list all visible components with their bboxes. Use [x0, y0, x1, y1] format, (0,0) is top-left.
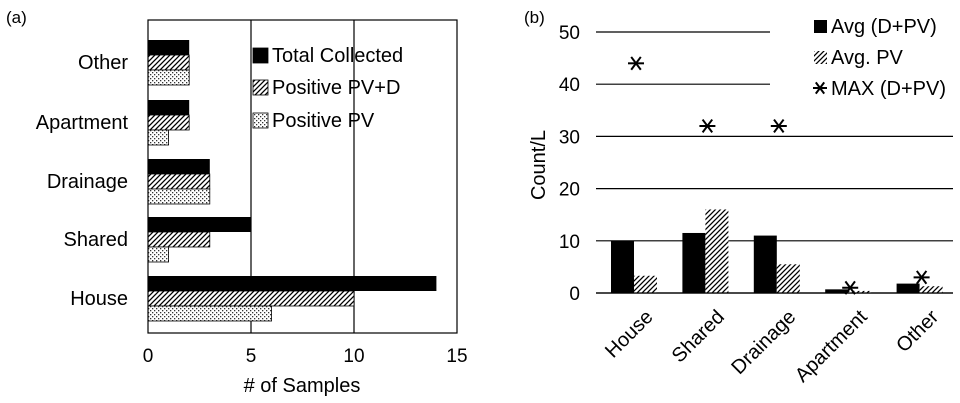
x-tick-label-apartment: Apartment — [791, 306, 872, 387]
legend-b-swatch-avg-pv — [814, 51, 827, 64]
legend-a-label-positive-pv: Positive PV — [272, 110, 375, 132]
panel-a-label: (a) — [6, 8, 27, 27]
bar-b-shared-avg-pv — [705, 209, 729, 293]
panel-a: (a) House Shared Drainage Apartment Other 0 5 10… — [6, 8, 468, 397]
x-tick-label-10: 10 — [343, 346, 364, 367]
marker-stroke — [915, 270, 928, 285]
bar-a-apartment-total-collected — [148, 100, 190, 115]
legend-b-label-avg-pv: Avg. PV — [831, 47, 904, 69]
bar-a-shared-positive-pv-d — [147, 231, 211, 248]
bar-b-drainage-avg-d-pv — [753, 235, 777, 293]
bar-b-house-avg-pv — [634, 275, 657, 293]
marker-shared-max-d-pv — [699, 118, 716, 133]
bar-a-other-total-collected — [148, 40, 190, 55]
bar-a-drainage-positive-pv — [147, 188, 211, 205]
bar-a-apartment-positive-pv — [147, 129, 170, 146]
x-tick-label-0: 0 — [143, 346, 154, 367]
y-tick-label-40: 40 — [559, 75, 580, 96]
legend-a: Total Collected Positive PV+D Positive PV — [252, 45, 403, 132]
y-tick-label-house: House — [70, 288, 128, 310]
bar-b-apartment-avg-pv — [848, 290, 872, 293]
bar-a-other-positive-pv — [147, 69, 190, 86]
x-tick-label-other: Other — [892, 306, 943, 357]
bar-b-other-avg-pv — [919, 286, 943, 293]
panel-b-label: (b) — [524, 8, 545, 27]
legend-b-label-avg-d-pv: Avg (D+PV) — [831, 16, 937, 38]
y-tick-label-30: 30 — [559, 127, 580, 148]
bar-a-drainage-positive-pv-d — [147, 173, 211, 190]
legend-b-swatch-avg-d-pv — [814, 20, 827, 33]
bar-b-apartment-avg-d-pv — [825, 289, 849, 293]
legend-a-label-positive-pv-d: Positive PV+D — [272, 77, 400, 99]
plot-frame-a — [147, 19, 458, 334]
legend-b-swatch-max-d-pv — [813, 81, 827, 95]
x-tick-label-15: 15 — [446, 346, 467, 367]
bar-b-other-avg-d-pv — [896, 283, 920, 293]
legend-a-swatch-total-collected — [252, 47, 269, 64]
bar-b-drainage-avg-pv — [776, 264, 800, 293]
bar-a-house-positive-pv-d — [147, 290, 355, 307]
marker-stroke — [844, 280, 856, 295]
legend-marker-stroke — [814, 81, 826, 95]
y-tick-label-10: 10 — [559, 232, 580, 253]
marker-apartment-max-d-pv — [842, 280, 859, 295]
marker-house-max-d-pv — [628, 56, 644, 71]
y-tick-label-shared: Shared — [64, 229, 129, 251]
x-tick-label-shared: Shared — [668, 306, 729, 367]
bar-a-shared-total-collected — [148, 217, 251, 232]
y-axis-title: Count/L — [528, 130, 550, 200]
marker-stroke — [701, 118, 714, 133]
y-tick-label-0: 0 — [569, 284, 580, 305]
bar-b-shared-avg-d-pv — [682, 232, 706, 293]
bar-a-drainage-total-collected — [148, 159, 210, 174]
marker-drainage-max-d-pv — [770, 118, 787, 133]
legend-a-swatch-positive-pv — [252, 112, 269, 129]
legend-b: Avg (D+PV) Avg. PV MAX (D+PV) — [813, 16, 946, 100]
y-tick-label-20: 20 — [559, 180, 580, 201]
legend-b-label-max-d-pv: MAX (D+PV) — [831, 78, 946, 100]
y-tick-label-drainage: Drainage — [47, 171, 128, 193]
y-tick-label-50: 50 — [559, 23, 580, 44]
marker-stroke — [773, 118, 785, 133]
bar-a-shared-positive-pv — [147, 246, 170, 263]
bar-a-apartment-positive-pv-d — [147, 114, 190, 131]
y-tick-label-other: Other — [78, 52, 128, 74]
bar-a-other-positive-pv-d — [147, 54, 190, 71]
x-tick-label-5: 5 — [246, 346, 257, 367]
marker-stroke — [630, 56, 642, 71]
bar-a-house-positive-pv — [147, 305, 272, 322]
legend-a-label-total-collected: Total Collected — [272, 45, 403, 67]
x-axis-title: # of Samples — [244, 375, 361, 397]
bar-a-house-total-collected — [148, 276, 437, 291]
marker-other-max-d-pv — [913, 270, 930, 285]
x-tick-label-house: House — [601, 306, 657, 362]
legend-a-swatch-positive-pv-d — [252, 79, 269, 96]
panel-b: (b) 0 10 20 30 40 50 Count/L House SharedDrainage… — [524, 8, 953, 387]
y-tick-label-apartment: Apartment — [36, 112, 129, 134]
bar-b-house-avg-d-pv — [611, 240, 634, 293]
x-tick-label-drainage: Drainage — [727, 306, 800, 379]
